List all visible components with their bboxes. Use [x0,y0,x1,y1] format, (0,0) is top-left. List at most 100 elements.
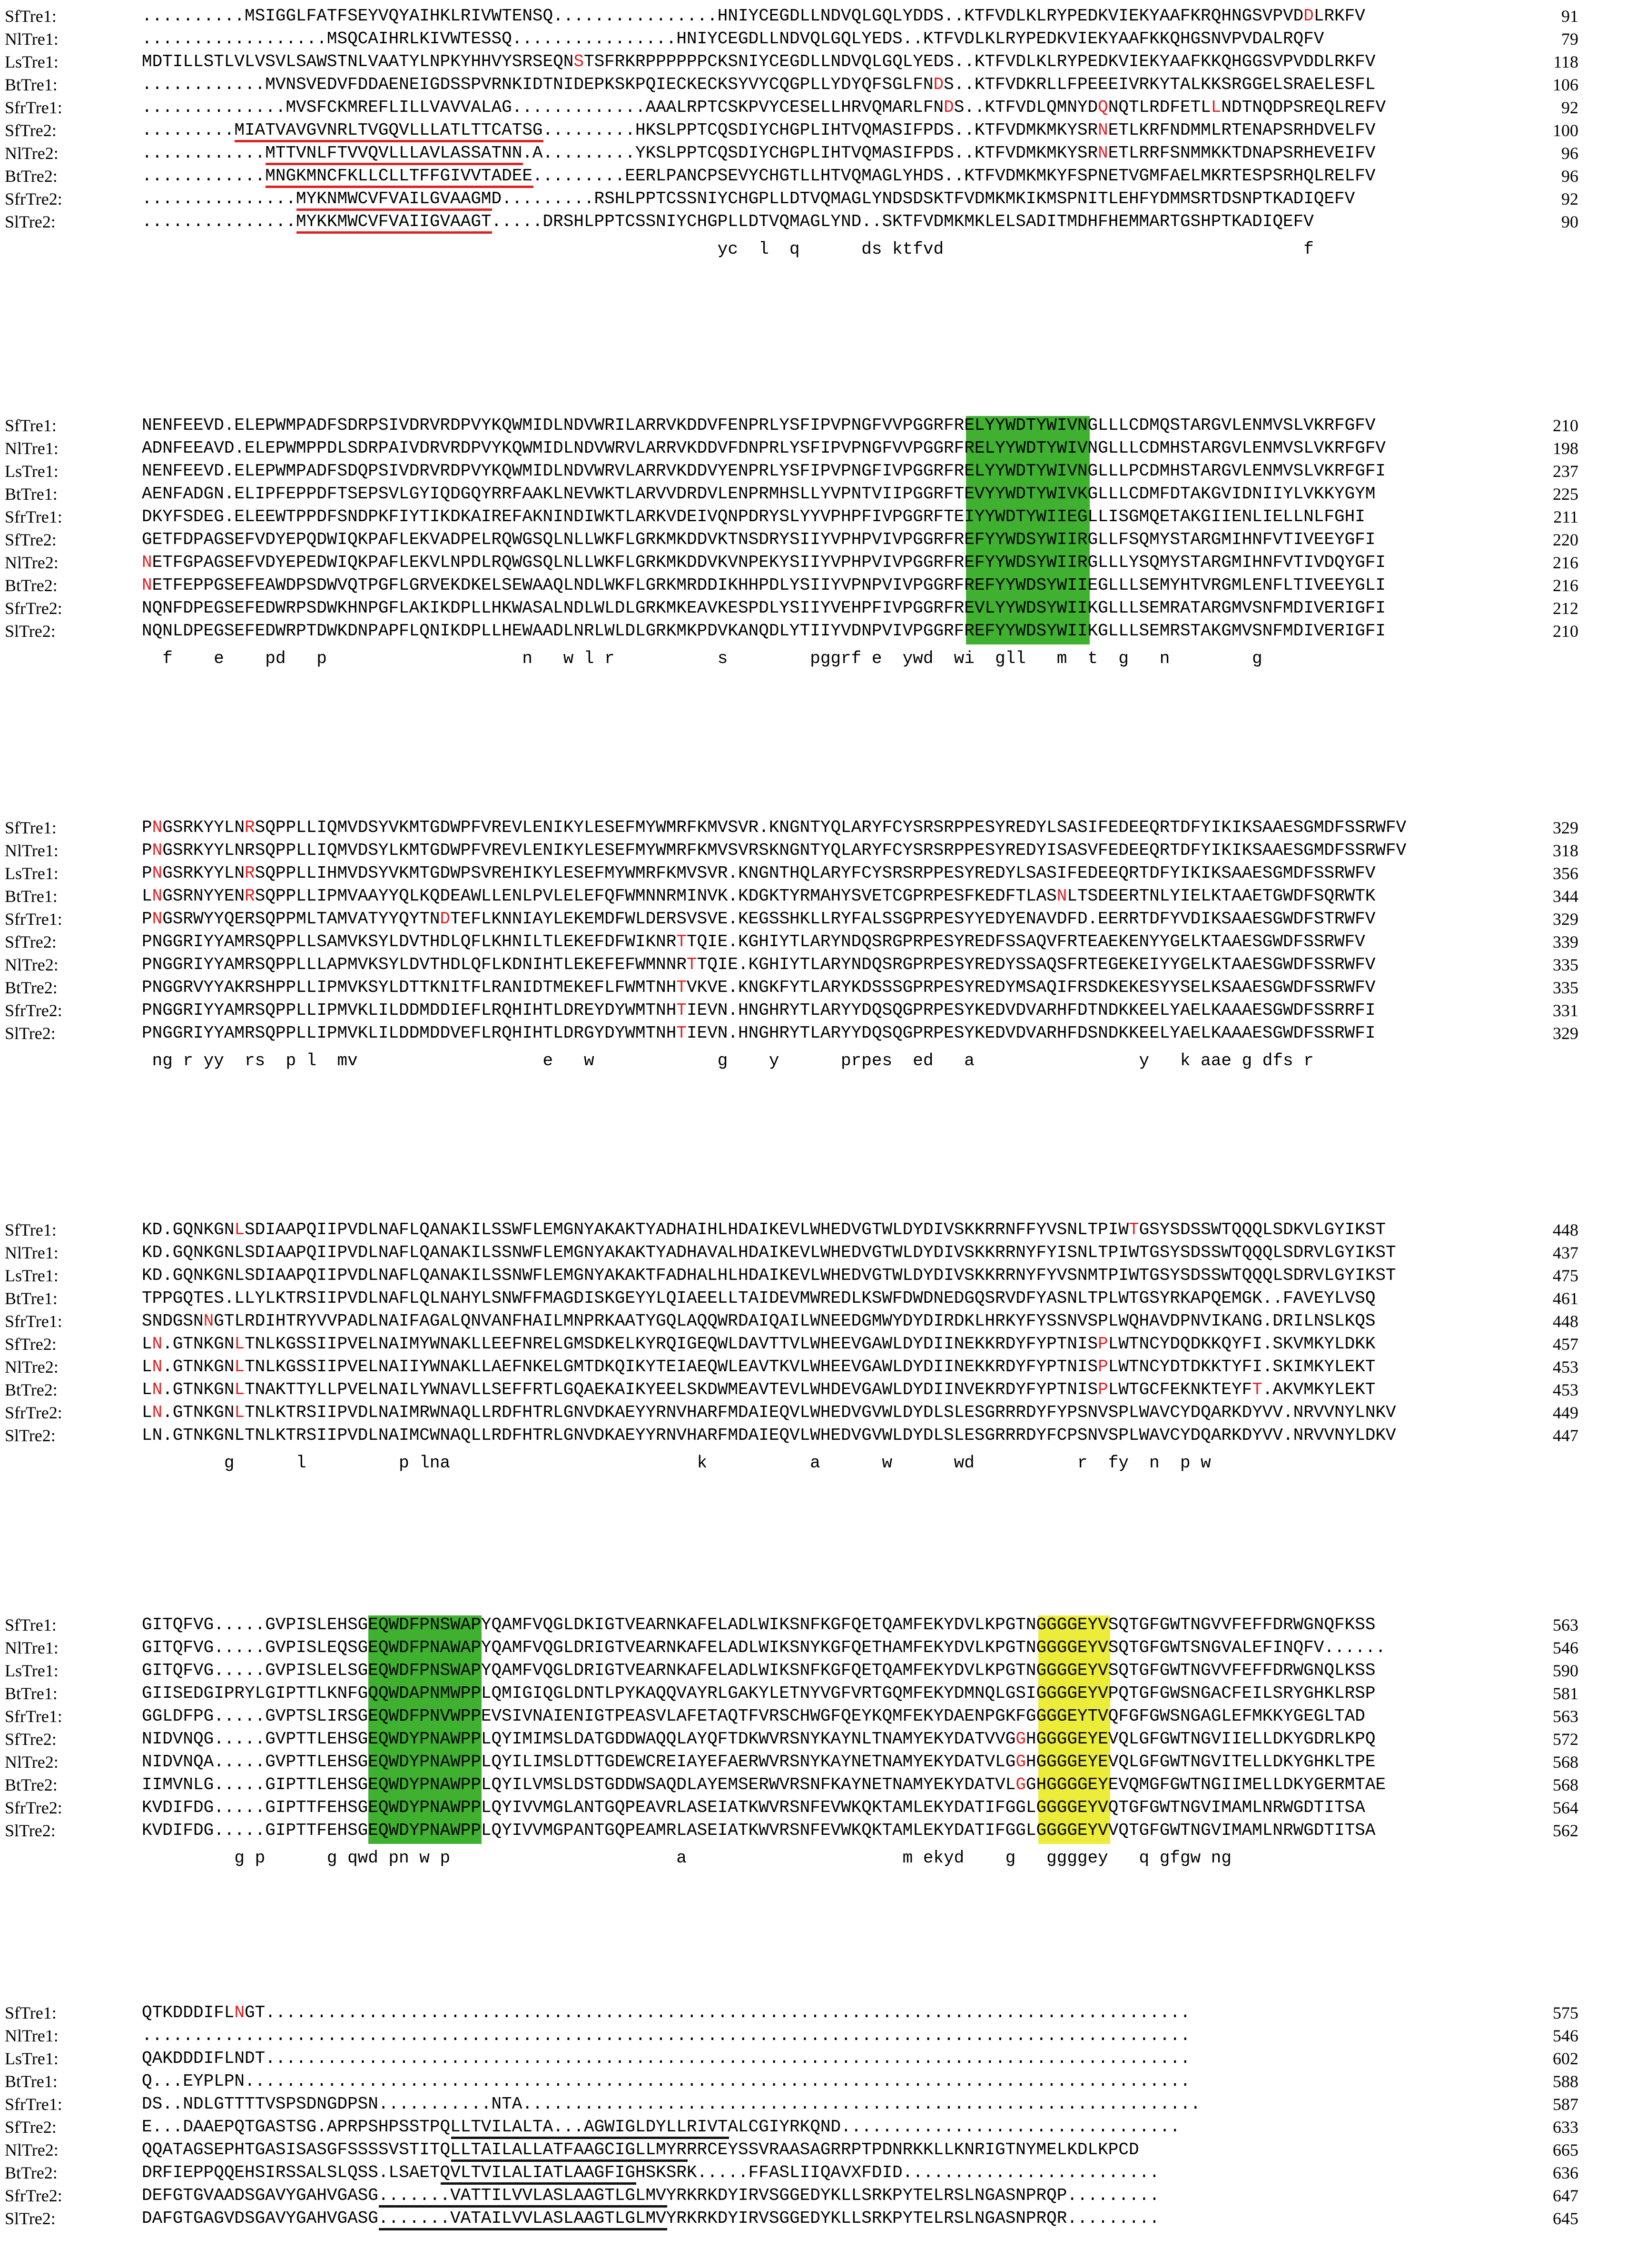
residue-count: 562 [1553,1821,1578,1840]
sequence-residues: PNGSRKYYLNRSQPPLLIQMVDSYLKMTGDWPFVREVLEN… [142,841,1407,860]
sequence-name: BtTre1: [5,1289,58,1308]
glycosylation-site: N [152,863,163,883]
sequence-name: SfrTre1: [5,910,62,929]
residue-count: 339 [1553,932,1578,951]
residue-count: 453 [1553,1380,1578,1399]
glycosylation-site: L [1211,98,1222,117]
sequence-residues: ............MTTVNLFTVVQVLLLAVLASSATNN.A.… [142,143,1376,163]
sequence-residues: DEFGTGVAADSGAVYGAHVGASG.......VATTILVVLA… [142,2186,1160,2205]
sequence-residues: NQNFDPEGSEFEDWRPSDWKHNPGFLAKIKDPLLHKWASA… [142,598,1386,618]
sequence-name: SfrTre1: [5,98,62,117]
signal-peptide-underline [296,208,493,211]
sequence-name: BtTre2: [5,1380,58,1399]
glycosylation-site: D [933,75,944,94]
sequence-residues: KD.GQNKGNLSDIAAPQIIPVDLNAFLQANAKILSSWFLE… [142,1220,1386,1239]
residue-count: 588 [1553,2072,1578,2091]
sequence-name: SfTre2: [5,2118,57,2137]
conserved-motif-highlight [368,1615,482,1844]
residue-count: 92 [1561,189,1578,208]
sequence-name: SfTre1: [5,2003,57,2022]
sequence-residues: IIMVNLG.....GIPTTLEHSGEQWDYPNAWPPLQYILVM… [142,1775,1386,1794]
residue-count: 344 [1553,887,1578,906]
residue-count: 437 [1553,1243,1578,1262]
transmembrane-underline [451,2159,688,2162]
glycosylation-site: G [1015,1752,1026,1772]
residue-count: 575 [1553,2003,1578,2022]
sequence-name: SfTre2: [5,121,57,140]
transmembrane-underline [451,2137,729,2139]
residue-count: 602 [1553,2049,1578,2068]
sequence-residues: QAKDDDIFLNDT............................… [142,2049,1191,2068]
glycosylation-site: T [1128,1220,1139,1239]
sequence-name: SfrTre2: [5,189,62,208]
alignment-block: SfTre1: PNGSRKYYLNRSQPPLLIQMVDSYVKMTGDWPF… [0,816,1626,1083]
glycosylation-site: N [1056,886,1067,906]
sequence-name: BtTre1: [5,75,58,94]
sequence-residues: PNGGRVYYAKRSHPPLLIPMVKSYLDTTKNITFLRANIDT… [142,978,1376,997]
residue-count: 118 [1553,52,1578,71]
residue-count: 563 [1553,1615,1578,1634]
residue-count: 335 [1553,978,1578,997]
glycosylation-site: T [676,978,687,997]
residue-count: 100 [1553,121,1578,140]
residue-count: 461 [1553,1289,1578,1308]
sequence-residues: ............MNGKMNCFKLLCLLTFFGIVVTADEE..… [142,166,1376,186]
sequence-residues: NQNLDPEGSEFEDWRPTDWKDNPAPFLQNIKDPLLHEWAA… [142,621,1386,641]
residue-count: 647 [1553,2186,1578,2205]
glycosylation-site: Q [1098,98,1108,117]
residue-count: 216 [1553,553,1578,572]
glycosylation-site: N [152,841,163,860]
glycosylation-site: T [676,932,687,951]
sequence-name: NlTre2: [5,1357,59,1377]
sequence-name: BtTre2: [5,978,58,997]
residue-count: 331 [1553,1001,1578,1020]
sequence-name: SfTre2: [5,1730,57,1749]
residue-count: 546 [1553,2026,1578,2045]
sequence-residues: NENFEEVD.ELEPWMPADFSDQPSIVDRVRDPVYKQWMID… [142,461,1386,481]
sequence-residues: ...............MYKKMWCVFVAIIGVAAGT.....D… [142,212,1314,231]
sequence-residues: PNGGRIYYAMRSQPPLLSAMVKSYLDVTHDLQFLKHNILT… [142,932,1365,951]
residue-count: 581 [1553,1684,1578,1703]
sequence-name: SlTre2: [5,1426,56,1445]
glycosylation-site: L [234,1334,245,1354]
residue-count: 198 [1553,439,1578,458]
residue-count: 449 [1553,1403,1578,1422]
sequence-residues: ADNFEEAVD.ELEPWMPPDLSDRPAIVDRVRDPVYKQWMI… [142,438,1386,458]
sequence-residues: LN.GTNKGNLTNLKGSSIIPVELNAIMYWNAKLLEEFNRE… [142,1334,1376,1354]
glycosylation-site: L [234,1357,245,1377]
residue-count: 568 [1553,1753,1578,1772]
glycosylation-site: N [152,1357,163,1377]
glycosylation-site: T [687,955,697,974]
residue-count: 225 [1553,485,1578,504]
sequence-name: LsTre1: [5,52,59,71]
consensus-line: ng r yy rs p l mv e w g y prpes ed a y k… [142,1051,1314,1070]
residue-count: 210 [1553,622,1578,641]
sequence-name: NlTre1: [5,2026,59,2045]
consensus-line: yc l q ds ktfvd f [142,239,1314,259]
residue-count: 237 [1553,462,1578,481]
transmembrane-underline [378,2205,668,2208]
sequence-residues: Q...EYPLPN..............................… [142,2071,1191,2091]
sequence-residues: NETFGPAGSEFVDYEPEDWIQKPAFLEKVLNPDLRQWGSQ… [142,553,1386,572]
sequence-residues: MDTILLSTLVLVSVLSAWSTNLVAATYLNPKYHHVYSRSE… [142,52,1376,71]
transmembrane-underline [378,2228,668,2230]
residue-count: 546 [1553,1638,1578,1657]
residue-count: 448 [1553,1312,1578,1331]
glycosylation-site: R [245,863,255,883]
residue-count: 220 [1553,530,1578,549]
sequence-name: BtTre1: [5,2072,58,2091]
residue-count: 590 [1553,1661,1578,1680]
sequence-name: BtTre2: [5,2163,58,2182]
glycosylation-site: N [1098,143,1108,163]
alignment-block: SfTre1: GITQFVG.....GVPISLEHSGEQWDFPNSWAP… [0,1614,1626,1880]
sequence-residues: KD.GQNKGNLSDIAAPQIIPVDLNAFLQANAKILSSNWFL… [142,1243,1396,1262]
sequence-name: LsTre1: [5,864,59,883]
sequence-residues: ..............MVSFCKMREFLILLVAVVALAG....… [142,98,1386,117]
glycosylation-site: N [152,1403,163,1422]
residue-count: 318 [1553,841,1578,860]
sequence-name: NlTre1: [5,841,59,860]
sequence-residues: PNGSRKYYLNRSQPPLLIQMVDSYVKMTGDWPFVREVLEN… [142,818,1407,837]
glycosylation-site: N [152,886,163,906]
glycosylation-site: P [1098,1334,1108,1354]
glycosylation-site: T [676,1023,687,1043]
